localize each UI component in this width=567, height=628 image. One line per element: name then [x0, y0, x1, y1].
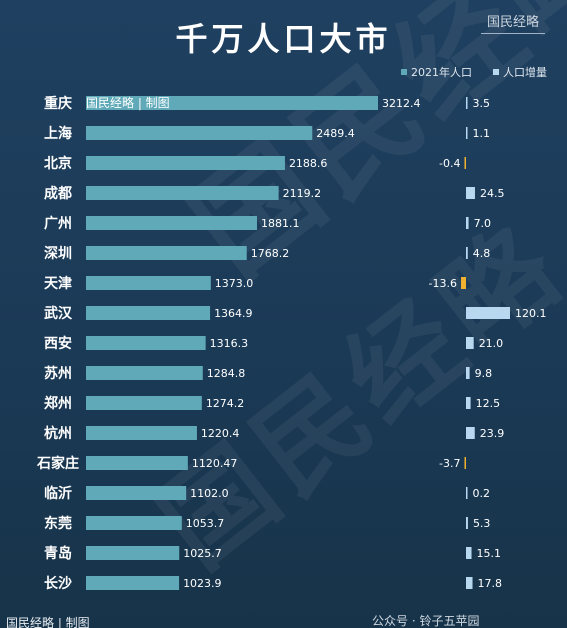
population-bar: [86, 546, 180, 560]
category-label: 深圳: [44, 245, 72, 262]
population-bar: [86, 276, 211, 290]
population-bar: [86, 486, 187, 500]
population-value-label: 1053.7: [186, 517, 225, 530]
increase-bar: [466, 217, 469, 229]
population-bar: [86, 306, 211, 320]
population-value-label: 1881.1: [261, 217, 300, 230]
increase-value-label: 23.9: [480, 427, 505, 440]
population-bar: [86, 396, 202, 410]
category-label: 北京: [44, 155, 72, 172]
population-value-label: 1316.3: [210, 337, 249, 350]
population-value-label: 1364.9: [214, 307, 253, 320]
increase-value-label: 17.8: [478, 577, 503, 590]
increase-bar: [466, 307, 510, 319]
increase-value-label: 7.0: [474, 217, 492, 230]
population-bar: [86, 336, 206, 350]
increase-bar: [464, 157, 466, 169]
increase-value-label: -0.4: [439, 157, 460, 170]
population-bar: [86, 426, 197, 440]
increase-value-label: 120.1: [515, 307, 547, 320]
population-bar: [86, 96, 378, 110]
category-label: 重庆: [44, 95, 72, 112]
increase-value-label: 12.5: [476, 397, 501, 410]
increase-value-label: 3.5: [473, 97, 491, 110]
increase-bar: [466, 127, 468, 139]
increase-value-label: 21.0: [479, 337, 504, 350]
increase-bar: [466, 427, 475, 439]
legend-swatch-population: [401, 69, 407, 75]
category-label: 广州: [44, 215, 72, 232]
category-label: 青岛: [44, 545, 72, 562]
population-bar: [86, 186, 279, 200]
chart-title: 千万人口大市: [175, 20, 392, 58]
population-bar: [86, 216, 257, 230]
population-value-label: 1274.2: [206, 397, 245, 410]
increase-bar: [466, 247, 468, 259]
footer-source: 公众号 · 铃子五苹园: [372, 614, 480, 628]
population-value-label: 2188.6: [289, 157, 328, 170]
category-label: 长沙: [44, 575, 72, 592]
category-label: 武汉: [44, 305, 73, 322]
legend-label-increase: 人口增量: [503, 66, 547, 79]
legend: 2021年人口 人口增量: [401, 64, 547, 80]
population-bar: [86, 156, 285, 170]
population-value-label: 1284.8: [207, 367, 246, 380]
category-label: 西安: [44, 335, 72, 352]
population-value-label: 2119.2: [283, 187, 322, 200]
increase-value-label: 4.8: [473, 247, 491, 260]
category-label: 杭州: [44, 425, 72, 442]
increase-bar: [466, 397, 471, 409]
category-label: 郑州: [44, 395, 72, 412]
population-value-label: 1025.7: [183, 547, 222, 560]
increase-bar: [466, 577, 473, 589]
population-bar: [86, 516, 182, 530]
increase-value-label: -3.7: [439, 457, 460, 470]
category-label: 临沂: [44, 485, 72, 502]
population-value-label: 2489.4: [316, 127, 355, 140]
population-value-label: 1120.47: [192, 457, 238, 470]
increase-value-label: -13.6: [429, 277, 457, 290]
category-label: 上海: [44, 125, 72, 142]
population-value-label: 1102.0: [190, 487, 229, 500]
category-label: 苏州: [44, 365, 72, 382]
increase-bar: [466, 367, 470, 379]
population-bar: [86, 126, 313, 140]
population-value-label: 3212.4: [382, 97, 421, 110]
increase-value-label: 1.1: [473, 127, 491, 140]
increase-value-label: 24.5: [480, 187, 505, 200]
increase-bar: [466, 517, 468, 529]
increase-value-label: 5.3: [473, 517, 491, 530]
category-label: 东莞: [44, 515, 72, 532]
population-bar: [86, 366, 203, 380]
increase-bar: [461, 277, 466, 289]
inline-watermark: 国民经略 | 制图: [86, 96, 170, 110]
increase-value-label: 15.1: [477, 547, 502, 560]
increase-bar: [464, 457, 466, 469]
legend-label-population: 2021年人口: [411, 66, 472, 79]
population-value-label: 1373.0: [215, 277, 254, 290]
increase-value-label: 9.8: [475, 367, 493, 380]
increase-bar: [466, 97, 468, 109]
population-bar: [86, 576, 180, 590]
increase-bar: [466, 337, 474, 349]
category-label: 天津: [44, 275, 72, 292]
category-label: 成都: [44, 185, 72, 202]
increase-value-label: 0.2: [473, 487, 491, 500]
population-value-label: 1220.4: [201, 427, 240, 440]
population-bar: [86, 246, 247, 260]
increase-bar: [466, 547, 472, 559]
population-value-label: 1023.9: [183, 577, 222, 590]
legend-swatch-increase: [493, 69, 499, 75]
increase-bar: [466, 187, 475, 199]
category-label: 石家庄: [36, 455, 79, 472]
population-value-label: 1768.2: [251, 247, 290, 260]
bottom-brand: 国民经略 | 制图: [6, 616, 90, 628]
population-bar: [86, 456, 188, 470]
brand-logo: 国民经略: [480, 8, 545, 34]
increase-bar: [466, 487, 468, 499]
